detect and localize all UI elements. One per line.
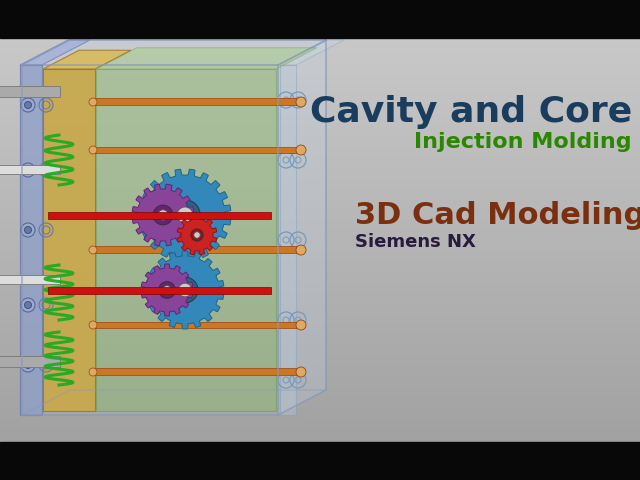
Polygon shape <box>139 169 231 261</box>
Bar <box>48 212 271 218</box>
Circle shape <box>24 167 31 173</box>
Bar <box>95 98 301 105</box>
Text: Cavity and Core: Cavity and Core <box>310 95 632 129</box>
Circle shape <box>89 368 97 376</box>
Polygon shape <box>20 40 90 65</box>
Circle shape <box>191 229 203 241</box>
Circle shape <box>21 223 35 237</box>
Circle shape <box>89 146 97 154</box>
Polygon shape <box>280 65 296 415</box>
Circle shape <box>89 321 97 329</box>
Circle shape <box>159 282 175 299</box>
Circle shape <box>24 301 31 309</box>
Polygon shape <box>96 69 276 411</box>
Circle shape <box>177 207 193 223</box>
Text: Siemens NX: Siemens NX <box>355 233 476 251</box>
Polygon shape <box>43 50 131 69</box>
Bar <box>48 287 271 293</box>
Circle shape <box>153 205 173 225</box>
Polygon shape <box>278 40 326 415</box>
Text: 3D Cad Modeling: 3D Cad Modeling <box>355 201 640 229</box>
Bar <box>95 322 301 328</box>
Bar <box>0 165 60 174</box>
Circle shape <box>194 232 200 238</box>
Polygon shape <box>43 69 95 411</box>
Bar <box>95 368 301 375</box>
Polygon shape <box>132 184 194 246</box>
Polygon shape <box>280 40 344 65</box>
Bar <box>95 147 301 153</box>
Circle shape <box>178 283 192 297</box>
Circle shape <box>296 97 306 107</box>
Polygon shape <box>177 215 217 255</box>
Bar <box>0 86 60 97</box>
Polygon shape <box>146 251 224 329</box>
Bar <box>0 356 60 367</box>
Circle shape <box>24 227 31 233</box>
Circle shape <box>296 367 306 377</box>
Text: Injection Molding: Injection Molding <box>414 132 632 152</box>
Polygon shape <box>20 65 42 415</box>
Bar <box>0 275 60 284</box>
Circle shape <box>89 98 97 106</box>
Circle shape <box>24 361 31 369</box>
Polygon shape <box>141 264 193 316</box>
Circle shape <box>21 358 35 372</box>
Circle shape <box>296 145 306 155</box>
Circle shape <box>158 210 168 220</box>
Circle shape <box>170 200 200 230</box>
Polygon shape <box>22 65 278 415</box>
Circle shape <box>89 246 97 254</box>
Circle shape <box>163 286 172 294</box>
Circle shape <box>21 98 35 112</box>
Circle shape <box>24 101 31 108</box>
Polygon shape <box>96 48 317 69</box>
Bar <box>0 0 640 38</box>
Circle shape <box>21 163 35 177</box>
Circle shape <box>172 277 198 303</box>
Circle shape <box>296 245 306 255</box>
Bar <box>0 442 640 480</box>
Circle shape <box>296 320 306 330</box>
Bar <box>95 246 301 253</box>
Polygon shape <box>22 40 326 65</box>
Circle shape <box>21 298 35 312</box>
